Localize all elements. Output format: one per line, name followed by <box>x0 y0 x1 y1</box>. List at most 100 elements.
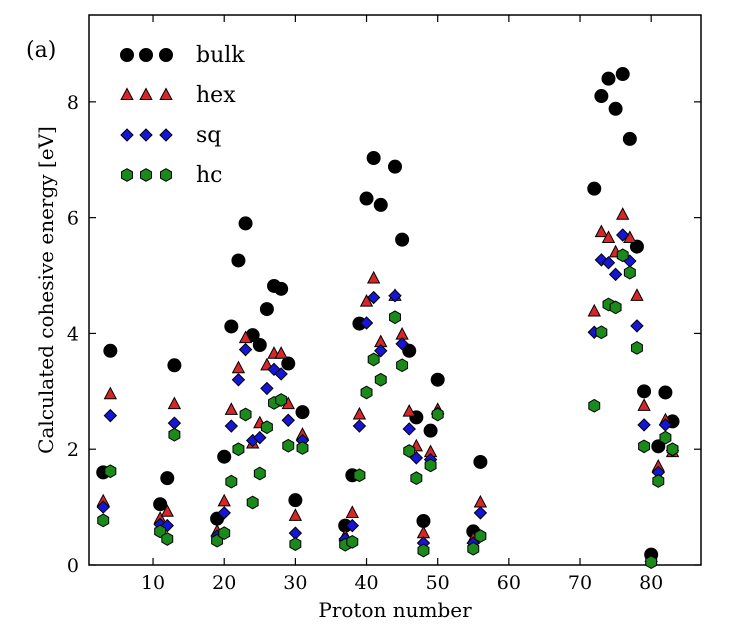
hc-point <box>630 341 643 355</box>
sq-point <box>395 337 409 351</box>
hc-point <box>588 398 601 413</box>
hc-point <box>666 442 679 457</box>
bulk-point <box>160 471 175 486</box>
hex-point <box>274 346 288 359</box>
hex-point <box>167 396 182 410</box>
bulk-point <box>637 384 652 399</box>
hex-point <box>594 224 609 238</box>
sq-point <box>637 418 651 432</box>
bulk-point <box>594 89 609 104</box>
axis-ticks: 10 20 30 40 50 60 70 80 0 2 4 6 8 <box>67 15 701 594</box>
legend-marker-hc <box>121 168 133 182</box>
sq-point <box>103 408 118 423</box>
legend-marker-sq <box>139 128 153 142</box>
sq-point <box>281 413 295 427</box>
hex-point <box>359 294 374 307</box>
bulk-point <box>622 131 637 146</box>
sq-point <box>352 419 367 433</box>
sq-point <box>473 506 488 520</box>
hc-point <box>296 441 309 455</box>
x-tick-label: 30 <box>283 572 307 594</box>
legend-marker-bulk <box>139 48 153 62</box>
legend-marker-sq <box>159 128 173 142</box>
hc-point <box>353 468 366 483</box>
hex-point <box>473 494 488 508</box>
hex-point <box>352 406 367 420</box>
hc-point <box>246 495 259 510</box>
x-tick-label: 20 <box>212 572 236 594</box>
sq-point <box>96 500 110 514</box>
hc-point <box>410 471 423 486</box>
bulk-point <box>423 423 438 438</box>
bulk-point <box>238 216 253 231</box>
hc-point <box>367 352 380 367</box>
bulk-point <box>295 405 310 420</box>
sq-point <box>238 342 253 357</box>
hc-point <box>239 407 252 422</box>
sq-point <box>359 316 374 330</box>
hex-point <box>637 398 651 411</box>
sq-point <box>274 367 288 381</box>
legend-marker-bulk <box>120 48 134 62</box>
bulk-point <box>366 151 381 165</box>
bulk-point <box>402 343 417 358</box>
hc-point <box>168 427 181 442</box>
hc-point <box>424 458 437 473</box>
bulk-point <box>259 302 274 317</box>
hc-point <box>218 526 231 541</box>
y-axis-label: Calculated cohesive energy [eV] <box>34 126 58 454</box>
hc-point <box>374 372 387 387</box>
sq-point <box>253 430 267 445</box>
bulk-point <box>359 191 374 206</box>
x-axis-label: Proton number <box>318 598 472 622</box>
legend-marker-hex <box>139 87 153 101</box>
hc-point <box>645 555 658 569</box>
plot-frame <box>88 14 702 566</box>
hex-point <box>103 386 118 400</box>
hex-point <box>217 493 231 507</box>
bulk-point <box>103 343 118 358</box>
legend-label-hc: hc <box>196 163 223 188</box>
bulk-point <box>615 67 630 82</box>
hex-point <box>601 230 616 243</box>
panel-label: (a) <box>26 38 56 63</box>
bulk-point <box>281 356 296 371</box>
sq-point <box>167 416 182 430</box>
x-tick-label: 10 <box>141 572 165 594</box>
hex-point <box>238 330 253 344</box>
x-tick-label: 60 <box>497 572 521 594</box>
hc-point <box>275 393 288 407</box>
bulk-point <box>587 181 602 196</box>
bulk-point <box>274 281 289 296</box>
legend-marker-hex <box>159 87 173 101</box>
bulk-point <box>231 253 246 268</box>
hex-point <box>587 303 601 317</box>
hex-point <box>366 270 381 284</box>
hex-point <box>402 404 416 417</box>
hc-point <box>389 310 401 325</box>
bulk-point <box>224 319 239 334</box>
hc-point <box>260 420 273 435</box>
hex-point <box>288 508 303 521</box>
hc-point <box>225 474 238 489</box>
hc-point <box>431 407 444 422</box>
legend-marker-sq <box>120 128 134 142</box>
hc-point <box>104 464 117 479</box>
hc-point <box>282 438 295 453</box>
hc-point <box>232 442 245 457</box>
legend: bulk hex sq hc <box>120 43 245 188</box>
sq-point <box>224 419 239 433</box>
bulk-point <box>153 497 168 512</box>
hex-point <box>616 207 630 220</box>
legend-marker-hex <box>120 87 134 101</box>
hc-point <box>609 300 622 315</box>
hex-point <box>416 525 431 539</box>
x-tick-label: 80 <box>639 572 663 594</box>
bulk-point <box>217 449 232 464</box>
bulk-point <box>601 71 616 86</box>
sq-point <box>231 373 246 387</box>
hc-point <box>346 534 359 549</box>
hc-point <box>360 385 373 400</box>
bulk-point <box>252 338 267 352</box>
